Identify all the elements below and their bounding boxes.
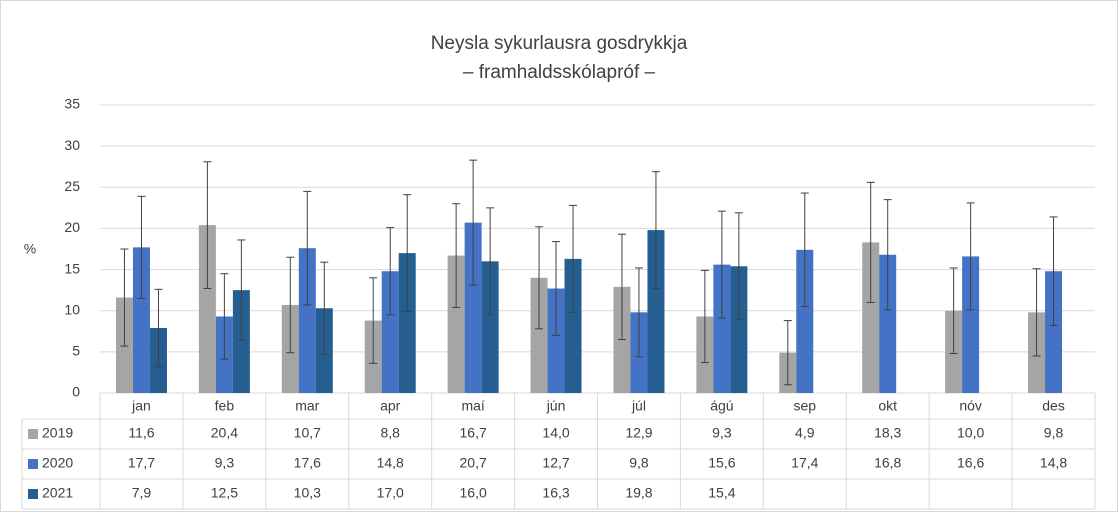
legend-label: 2020 bbox=[42, 455, 73, 471]
bar bbox=[564, 258, 582, 393]
table-value: 19,8 bbox=[625, 485, 652, 501]
bar bbox=[1045, 271, 1063, 393]
bar bbox=[647, 230, 665, 393]
x-tick-label: des bbox=[1042, 398, 1065, 414]
y-tick-label: 35 bbox=[64, 96, 80, 112]
bar bbox=[481, 261, 499, 393]
legend-key bbox=[28, 429, 38, 439]
table-value: 16,7 bbox=[460, 425, 487, 441]
bar bbox=[464, 222, 482, 393]
bar bbox=[398, 253, 416, 393]
x-tick-label: jan bbox=[131, 398, 151, 414]
y-tick-label: 20 bbox=[64, 219, 80, 235]
x-tick-label: apr bbox=[380, 398, 401, 414]
y-tick-label: 25 bbox=[64, 178, 80, 194]
bar bbox=[730, 266, 748, 393]
x-tick-label: okt bbox=[878, 398, 897, 414]
table-value: 7,9 bbox=[132, 485, 152, 501]
table-value: 10,0 bbox=[957, 425, 984, 441]
bar bbox=[713, 264, 731, 393]
table-value: 9,3 bbox=[215, 455, 235, 471]
table-value: 9,3 bbox=[712, 425, 732, 441]
table-value: 16,6 bbox=[957, 455, 984, 471]
table-value: 8,8 bbox=[380, 425, 400, 441]
x-tick-label: feb bbox=[215, 398, 235, 414]
bar bbox=[547, 288, 565, 393]
table-value: 11,6 bbox=[128, 425, 154, 441]
table-value: 10,3 bbox=[294, 485, 321, 501]
bar bbox=[232, 290, 250, 393]
table-value: 12,9 bbox=[625, 425, 652, 441]
legend-label: 2021 bbox=[42, 485, 73, 501]
table-value: 9,8 bbox=[629, 455, 649, 471]
y-tick-label: 15 bbox=[64, 260, 80, 276]
table-value: 17,6 bbox=[294, 455, 321, 471]
y-tick-label: 30 bbox=[64, 137, 80, 153]
table-value: 17,4 bbox=[791, 455, 818, 471]
table-value: 16,0 bbox=[460, 485, 487, 501]
table-value: 18,3 bbox=[874, 425, 901, 441]
table-value: 15,6 bbox=[708, 455, 735, 471]
bar bbox=[198, 225, 216, 393]
x-tick-label: sep bbox=[794, 398, 817, 414]
bar bbox=[381, 271, 399, 393]
x-tick-label: júl bbox=[631, 398, 646, 414]
table-value: 14,8 bbox=[1040, 455, 1067, 471]
legend-key bbox=[28, 489, 38, 499]
bar bbox=[879, 254, 897, 393]
table-value: 16,8 bbox=[874, 455, 901, 471]
table-value: 20,7 bbox=[460, 455, 487, 471]
table-value: 17,0 bbox=[377, 485, 404, 501]
table-value: 14,0 bbox=[542, 425, 569, 441]
table-value: 4,9 bbox=[795, 425, 815, 441]
x-tick-label: ágú bbox=[710, 398, 733, 414]
chart-subtitle: – framhaldsskólapróf – bbox=[463, 62, 656, 83]
y-tick-label: 5 bbox=[72, 343, 80, 359]
bar bbox=[447, 255, 465, 393]
bar bbox=[132, 247, 150, 393]
bar bbox=[796, 249, 814, 393]
legend-label: 2019 bbox=[42, 425, 73, 441]
chart-title: Neysla sykurlausra gosdrykkja bbox=[431, 33, 688, 54]
y-tick-label: 0 bbox=[72, 384, 80, 400]
bar bbox=[530, 277, 548, 393]
y-tick-label: 10 bbox=[64, 301, 80, 317]
x-tick-label: maí bbox=[461, 398, 484, 414]
bar bbox=[862, 242, 880, 393]
table-value: 12,5 bbox=[211, 485, 238, 501]
table-value: 17,7 bbox=[128, 455, 155, 471]
legend-key bbox=[28, 459, 38, 469]
table-value: 9,8 bbox=[1044, 425, 1064, 441]
table-value: 12,7 bbox=[542, 455, 569, 471]
x-tick-label: jún bbox=[546, 398, 566, 414]
table-value: 16,3 bbox=[542, 485, 569, 501]
x-tick-label: nóv bbox=[959, 398, 982, 414]
table-value: 15,4 bbox=[708, 485, 735, 501]
y-axis-label: % bbox=[24, 241, 36, 257]
bar bbox=[962, 256, 980, 393]
x-tick-label: mar bbox=[295, 398, 319, 414]
table-value: 14,8 bbox=[377, 455, 404, 471]
table-value: 20,4 bbox=[211, 425, 238, 441]
bar bbox=[298, 248, 316, 393]
table-value: 10,7 bbox=[294, 425, 321, 441]
